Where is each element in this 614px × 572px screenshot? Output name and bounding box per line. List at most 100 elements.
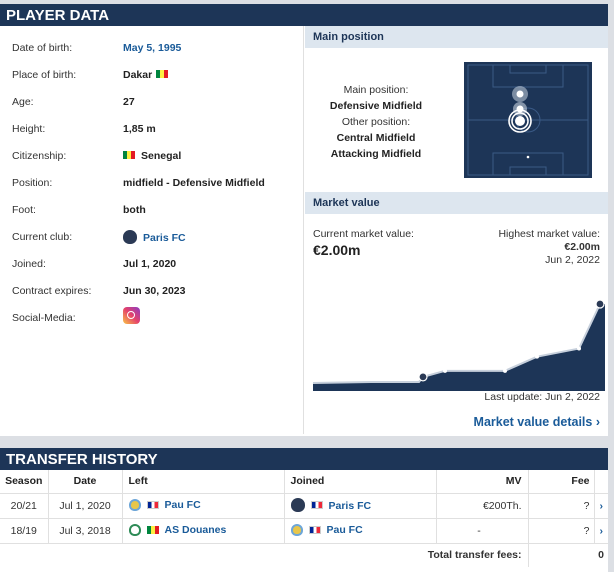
- current-club-link[interactable]: Paris FC: [123, 230, 186, 245]
- paris-fc-crest-icon: [290, 497, 305, 512]
- current-mv-value: €2.00m: [313, 242, 361, 258]
- table-row[interactable]: 20/21 Jul 1, 2020 Pau FC Paris FC €200Th…: [0, 492, 608, 518]
- col-fee: Fee: [528, 470, 595, 493]
- club-crest-marker[interactable]: [595, 299, 605, 309]
- info-row-dob: Date of birth: May 5, 1995: [12, 42, 302, 58]
- info-label: Joined:: [12, 258, 46, 270]
- market-value-point[interactable]: [577, 346, 581, 351]
- pau-fc-crest-icon: [290, 523, 303, 536]
- instagram-icon[interactable]: [123, 307, 140, 324]
- left-club-name: AS Douanes: [164, 524, 227, 537]
- market-value-header: Market value: [305, 192, 608, 214]
- attacking-midfield-center: [516, 90, 524, 98]
- current-mv-label: Current market value:: [313, 228, 414, 240]
- col-joined: Joined: [284, 470, 437, 493]
- height-value: 1,85 m: [123, 123, 156, 135]
- market-value-line: [313, 303, 601, 384]
- other-position-label: Other position:: [341, 116, 411, 128]
- position-value: midfield - Defensive Midfield: [123, 177, 265, 189]
- market-value-point[interactable]: [443, 368, 447, 373]
- main-position-value: Defensive Midfield: [329, 100, 423, 112]
- foot-value: both: [123, 204, 146, 216]
- contract-value: Jun 30, 2023: [123, 285, 186, 297]
- defensive-midfield-ring-outer: [508, 109, 532, 133]
- total-label: Total transfer fees:: [0, 542, 529, 567]
- position-text: Main position: Defensive Midfield Other …: [313, 82, 439, 162]
- highest-mv-value: €2.00m: [564, 241, 600, 253]
- joined-club-cell[interactable]: Pau FC: [284, 517, 437, 543]
- player-data-box: PLAYER DATA Date of birth: May 5, 1995 P…: [0, 4, 608, 436]
- market-value-area: [313, 304, 605, 391]
- main-position-label: Main position:: [343, 84, 409, 96]
- birthplace-value: Dakar: [123, 69, 153, 81]
- current-club-name: Paris FC: [143, 231, 186, 244]
- info-row-social: Social-Media:: [12, 307, 302, 329]
- info-row-birthplace: Place of birth: Dakar: [12, 69, 302, 85]
- chevron-right-icon[interactable]: ›: [594, 517, 608, 543]
- left-club-cell[interactable]: AS Douanes: [122, 517, 285, 543]
- last-update: Last update: Jun 2, 2022: [484, 391, 600, 403]
- joined-club-cell[interactable]: Paris FC: [284, 492, 437, 518]
- col-mv: MV: [436, 470, 529, 493]
- left-club-name: Pau FC: [164, 499, 201, 512]
- info-value: Dakar: [123, 69, 170, 81]
- col-arrow: [594, 470, 608, 493]
- france-flag-icon: [308, 525, 321, 534]
- total-row: Total transfer fees: 0: [0, 542, 608, 567]
- highest-mv-date: Jun 2, 2022: [545, 254, 600, 266]
- info-row-height: Height: 1,85 m: [12, 123, 302, 139]
- penalty-spot: [526, 155, 530, 159]
- chevron-right-icon: ›: [595, 415, 600, 429]
- market-value-point[interactable]: [503, 368, 507, 373]
- other-position-value: Attacking Midfield: [330, 148, 422, 160]
- col-date: Date: [48, 470, 123, 493]
- as-douanes-crest-icon: [128, 523, 141, 536]
- total-value: 0: [528, 542, 608, 567]
- position-pitch: [464, 62, 592, 178]
- highest-mv-label: Highest market value:: [498, 228, 600, 240]
- transfer-table: Season Date Left Joined MV Fee 20/21 Jul…: [0, 470, 608, 567]
- mv-cell: €200Th.: [436, 492, 529, 518]
- senegal-flag-icon: [146, 525, 159, 534]
- season-cell: 20/21: [0, 492, 49, 518]
- central-midfield-center: [516, 105, 524, 113]
- highest-mv: Highest market value: €2.00m Jun 2, 2022: [498, 228, 600, 267]
- france-flag-icon: [310, 500, 323, 509]
- col-season: Season: [0, 470, 49, 493]
- other-position-value: Central Midfield: [336, 132, 416, 144]
- player-info-list: Date of birth: May 5, 1995 Place of birt…: [0, 26, 304, 434]
- left-club-cell[interactable]: Pau FC: [122, 492, 285, 518]
- fee-cell: ?: [528, 492, 595, 518]
- info-row-club: Current club: Paris FC: [12, 230, 302, 247]
- info-label: Date of birth:: [12, 42, 73, 54]
- dob-link[interactable]: May 5, 1995: [123, 42, 182, 54]
- info-row-citizenship: Citizenship: Senegal: [12, 150, 302, 166]
- market-value-details-link[interactable]: Market value details ›: [474, 415, 600, 429]
- club-crest-marker[interactable]: [418, 372, 428, 382]
- market-value-chart[interactable]: [313, 266, 605, 391]
- joined-club-name: Paris FC: [328, 499, 372, 512]
- info-row-foot: Foot: both: [12, 204, 302, 220]
- transfer-history-box: TRANSFER HISTORY Season Date Left Joined…: [0, 448, 608, 572]
- info-value: Senegal: [123, 150, 181, 162]
- france-flag-icon: [146, 500, 159, 509]
- info-row-position: Position: midfield - Defensive Midfield: [12, 177, 302, 193]
- senegal-flag-icon: [156, 70, 169, 79]
- citizenship-value: Senegal: [141, 150, 182, 162]
- fee-cell: ?: [528, 517, 595, 543]
- senegal-flag-icon: [123, 151, 135, 160]
- info-label: Contract expires:: [12, 285, 92, 297]
- table-row[interactable]: 18/19 Jul 3, 2018 AS Douanes Pau FC - ? …: [0, 517, 608, 543]
- joined-value: Jul 1, 2020: [123, 258, 177, 270]
- table-header-row: Season Date Left Joined MV Fee: [0, 470, 608, 493]
- age-value: 27: [123, 96, 135, 108]
- chevron-right-icon[interactable]: ›: [594, 492, 608, 518]
- defensive-midfield-dot: [515, 116, 525, 126]
- joined-club-name: Pau FC: [326, 524, 363, 537]
- transfer-history-header: TRANSFER HISTORY: [0, 448, 608, 470]
- main-position-header: Main position: [305, 26, 608, 48]
- player-data-header: PLAYER DATA: [0, 4, 608, 26]
- info-row-age: Age: 27: [12, 96, 302, 112]
- market-value-point[interactable]: [535, 354, 539, 359]
- col-left: Left: [122, 470, 285, 493]
